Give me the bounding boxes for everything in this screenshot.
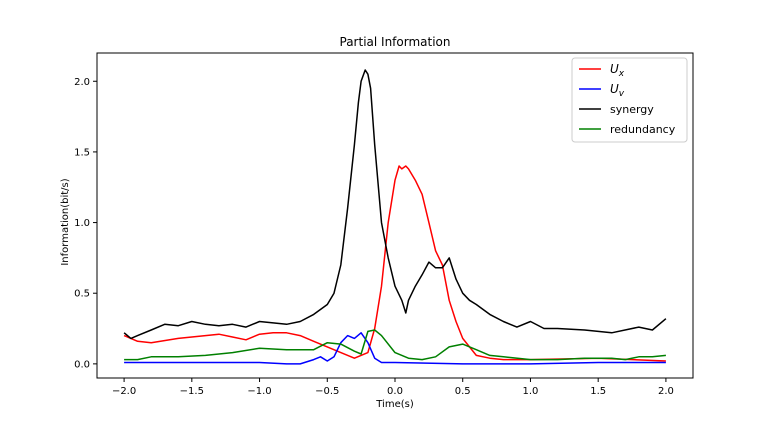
x-axis-label: Time(s)	[375, 399, 414, 410]
x-tick-label: 1.5	[590, 386, 606, 397]
series-line-u-v	[124, 332, 666, 365]
y-tick-label: 1.0	[74, 218, 90, 229]
series-line-synergy	[123, 69, 667, 340]
y-tick-label: 0.5	[74, 289, 90, 300]
x-tick-label: 0.5	[455, 386, 471, 397]
x-tick-label: −0.5	[315, 386, 339, 397]
axes: −2.0 −1.5 −1.0 −0.5 0.0 0.5 1.0 1.5 2.0 0.0 0.5 1.0…	[74, 52, 694, 397]
x-tick-label: −1.5	[180, 386, 204, 397]
plot-area	[123, 69, 667, 365]
legend-label: redundancy	[610, 123, 676, 136]
series-line-u-x	[123, 165, 666, 362]
y-axis-label: Information(bit/s)	[60, 178, 71, 265]
legend-box	[571, 57, 688, 143]
x-tick-label: 2.0	[658, 386, 674, 397]
series-line-redundancy	[124, 329, 666, 361]
x-tick-label: −2.0	[112, 386, 136, 397]
x-tick-label: −1.0	[247, 386, 271, 397]
x-tick-label: 1.0	[523, 386, 539, 397]
y-tick-label: 0.0	[74, 359, 90, 370]
legend-label: synergy	[610, 103, 654, 116]
x-tick-label: 0.0	[387, 386, 403, 397]
y-tick-label: 2.0	[74, 77, 90, 88]
chart-title: Partial Information	[340, 35, 451, 49]
y-tick-label: 1.5	[74, 147, 90, 158]
